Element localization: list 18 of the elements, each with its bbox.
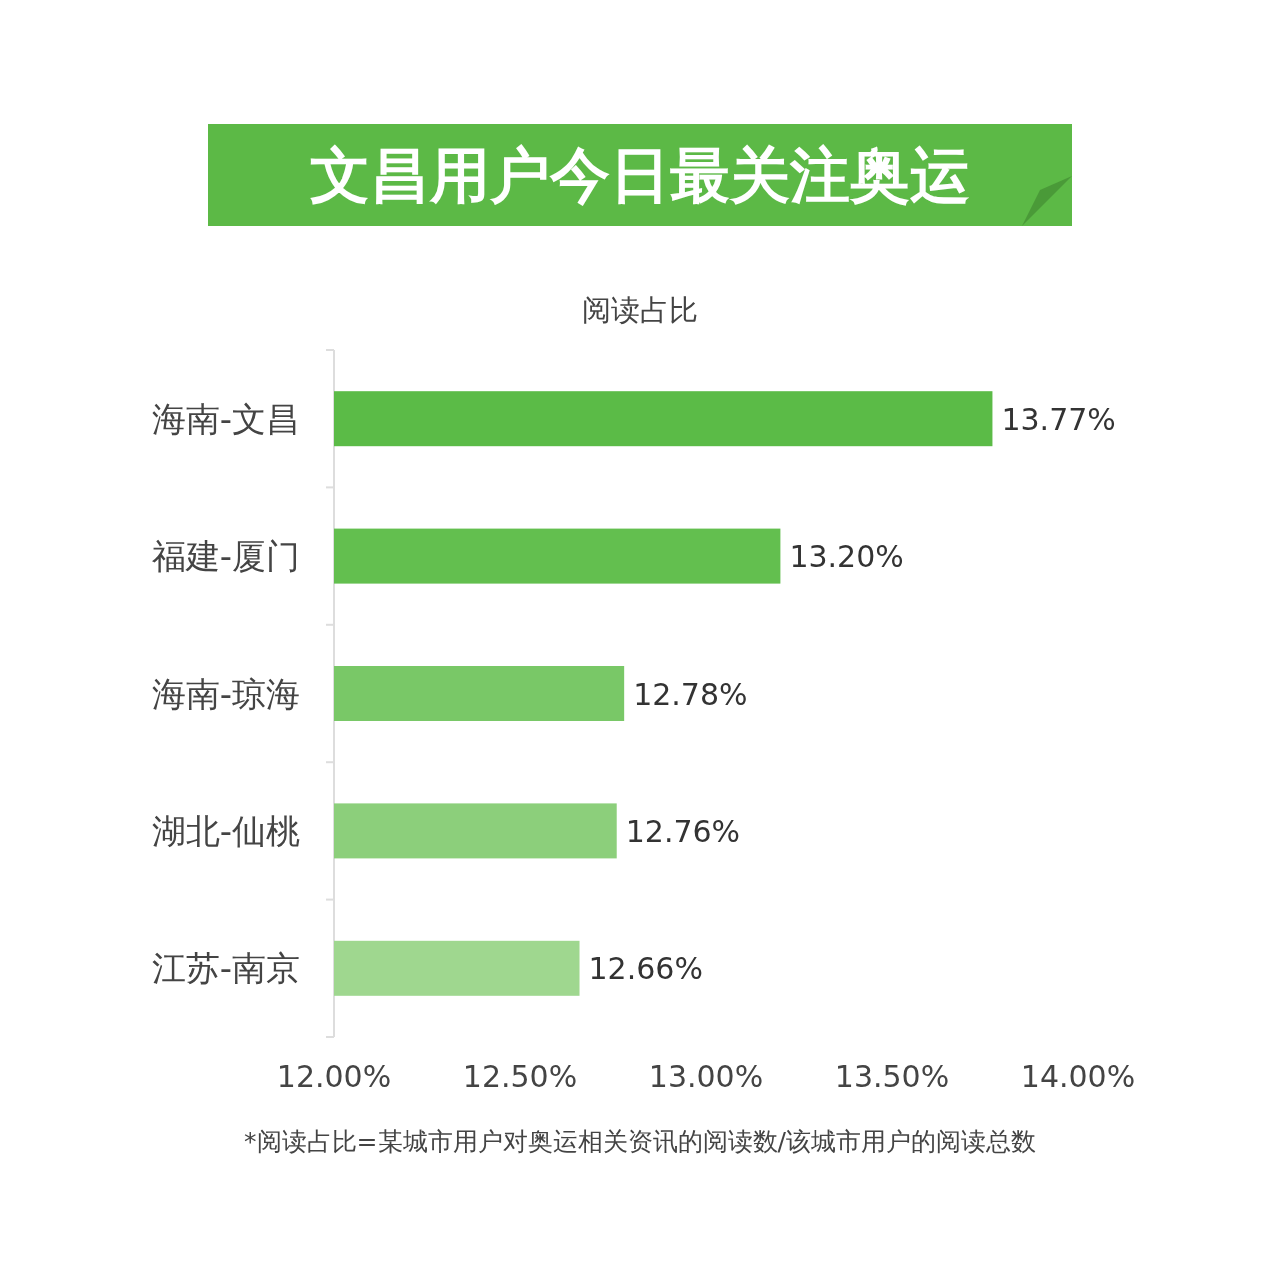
chart-subtitle: 阅读占比 <box>582 293 698 327</box>
x-tick-label: 13.50% <box>834 1059 950 1094</box>
data-label: 13.20% <box>789 539 904 575</box>
data-label: 13.77% <box>1001 401 1116 437</box>
y-tick-label: 湖北-仙桃 <box>151 810 300 851</box>
y-tick-label: 海南-琼海 <box>151 673 300 714</box>
data-label: 12.78% <box>633 676 748 712</box>
data-label: 12.76% <box>625 813 741 849</box>
x-tick-label: 14.00% <box>1020 1059 1136 1094</box>
x-tick-label: 12.50% <box>462 1059 578 1094</box>
x-tick-label: 13.00% <box>648 1059 764 1094</box>
y-tick-label: 江苏-南京 <box>151 948 300 989</box>
text: *阅读占比=某城市用户对奥运相关资讯的阅读数/该城市用户的阅读总数 <box>244 1127 1036 1156</box>
x-tick-label: 12.00% <box>276 1059 392 1094</box>
chart-title: 文昌用户今日最关注奥运 <box>310 140 970 210</box>
y-tick-label: 海南-文昌 <box>151 398 300 439</box>
data-label: 12.66% <box>588 951 703 987</box>
y-tick-label: 福建-厦门 <box>151 536 300 577</box>
